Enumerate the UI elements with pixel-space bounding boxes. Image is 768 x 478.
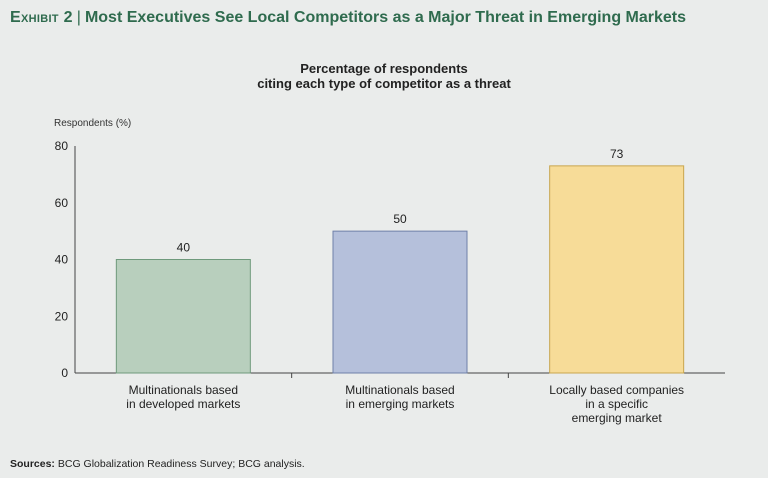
y-axis-label: Respondents (%) — [54, 118, 131, 129]
data-label-3: 73 — [610, 147, 624, 161]
y-tick-label-60: 60 — [55, 196, 69, 210]
y-tick-label-0: 0 — [61, 366, 68, 380]
title-separator: | — [76, 9, 81, 26]
exhibit-heading: Most Executives See Local Competitors as… — [84, 9, 687, 26]
sources-note: Sources: BCG Globalization Readiness Sur… — [10, 458, 305, 470]
exhibit-title: Exhibit 2 | Most Executives See Local Comp… — [10, 9, 686, 27]
sources-label: Sources: — [10, 458, 55, 470]
data-label-2: 50 — [393, 212, 407, 226]
chart-title-line-2: citing each type of competitor as a thre… — [257, 76, 511, 91]
bar-1 — [115, 259, 251, 374]
exhibit-label: Exhibit 2 — [10, 9, 73, 26]
category-label-3-line-1: Locally based companies — [549, 383, 684, 397]
y-tick-label-80: 80 — [55, 139, 69, 153]
category-label-1-line-2: in developed markets — [126, 397, 240, 411]
category-label-2-line-1: Multinationals based — [345, 383, 454, 397]
bar-3 — [549, 165, 685, 374]
category-label-3-line-3: emerging market — [572, 411, 663, 425]
chart-title: Percentage of respondents citing each ty… — [0, 61, 768, 91]
category-label-1-line-1: Multinationals based — [129, 383, 238, 397]
category-label-3-line-2: in a specific — [585, 397, 648, 411]
y-tick-label-20: 20 — [55, 309, 69, 323]
sources-text: BCG Globalization Readiness Survey; BCG … — [57, 458, 305, 470]
data-label-1: 40 — [177, 241, 191, 255]
y-tick-label-40: 40 — [55, 253, 69, 267]
chart-title-line-1: Percentage of respondents — [300, 61, 468, 76]
category-label-2-line-2: in emerging markets — [346, 397, 455, 411]
bar-2 — [332, 230, 468, 374]
